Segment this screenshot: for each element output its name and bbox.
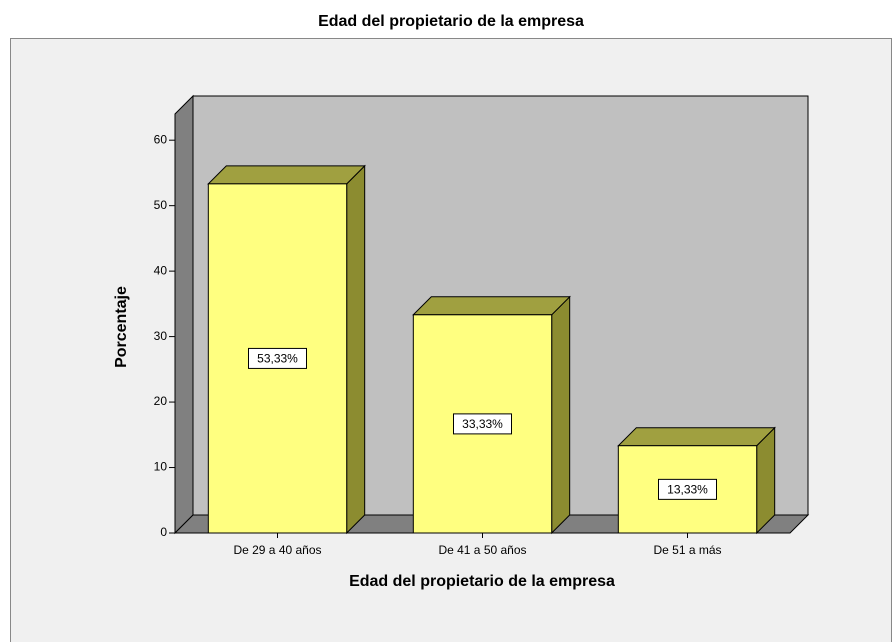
y-tick-label: 50 xyxy=(154,198,168,212)
bar-side xyxy=(346,164,366,535)
x-tick-label: De 41 a 50 años xyxy=(438,543,526,557)
x-axis-title: Edad del propietario de la empresa xyxy=(349,573,615,590)
y-tick-label: 60 xyxy=(154,132,168,146)
value-label-box xyxy=(658,478,717,500)
bar-side xyxy=(551,295,571,535)
y-axis-title: Porcentaje xyxy=(113,286,130,368)
y-tick-label: 0 xyxy=(160,525,167,539)
value-label-box xyxy=(248,347,307,369)
bar-top xyxy=(617,427,776,447)
chart-title: Edad del propietario de la empresa xyxy=(318,13,584,30)
left-wall xyxy=(174,94,194,535)
value-label-box xyxy=(453,413,512,435)
x-tick-label: De 29 a 40 años xyxy=(233,543,321,557)
y-tick-label: 30 xyxy=(154,329,168,343)
bar-top xyxy=(207,165,366,185)
x-tick-label: De 51 a más xyxy=(653,543,721,557)
y-tick-label: 40 xyxy=(154,263,168,277)
y-tick-label: 10 xyxy=(154,460,168,474)
y-tick-label: 20 xyxy=(154,394,168,408)
value-label: 33,33% xyxy=(462,417,503,431)
value-label: 53,33% xyxy=(257,352,298,366)
bar-top xyxy=(412,296,571,316)
value-label: 13,33% xyxy=(667,483,708,497)
